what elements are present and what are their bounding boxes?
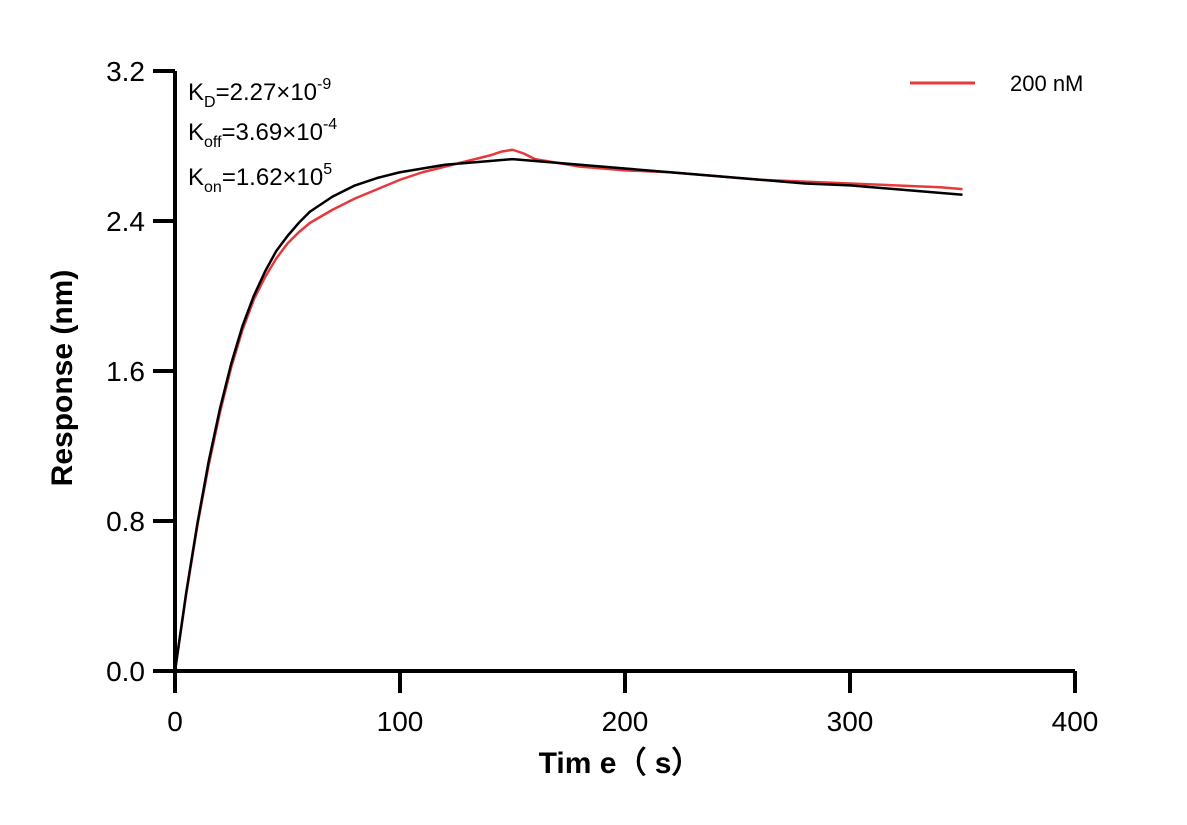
kd-annotation: KD=2.27×10-9 — [188, 76, 331, 111]
series-layer — [173, 148, 963, 672]
x-axis-title: Tim e（ s） — [539, 746, 702, 780]
ticks-layer: 0 100 200 300 400 0.0 0.8 1.6 2.4 3.2 — [106, 56, 1098, 737]
kinetic-constants: KD=2.27×10-9 Koff=3.69×10-4 Kon=1.62×105 — [188, 76, 337, 196]
koff-annotation: Koff=3.69×10-4 — [188, 116, 337, 151]
x-tick-label: 100 — [377, 706, 424, 737]
fit-curve-line — [173, 157, 963, 672]
y-tick-label: 0.0 — [106, 656, 145, 687]
legend-label-200nm: 200 nM — [1010, 71, 1083, 96]
x-tick-label: 0 — [167, 706, 183, 737]
kon-annotation: Kon=1.62×105 — [188, 161, 332, 196]
x-tick-label: 300 — [827, 706, 874, 737]
y-axis-title: Response (nm) — [46, 270, 79, 487]
y-tick-label: 2.4 — [106, 206, 145, 237]
x-tick-label: 200 — [602, 706, 649, 737]
y-tick-label: 0.8 — [106, 506, 145, 537]
x-tick-label: 400 — [1052, 706, 1099, 737]
axes-layer — [173, 71, 1075, 673]
y-tick-label: 3.2 — [106, 56, 145, 87]
y-tick-label: 1.6 — [106, 356, 145, 387]
legend: 200 nM — [910, 71, 1083, 96]
